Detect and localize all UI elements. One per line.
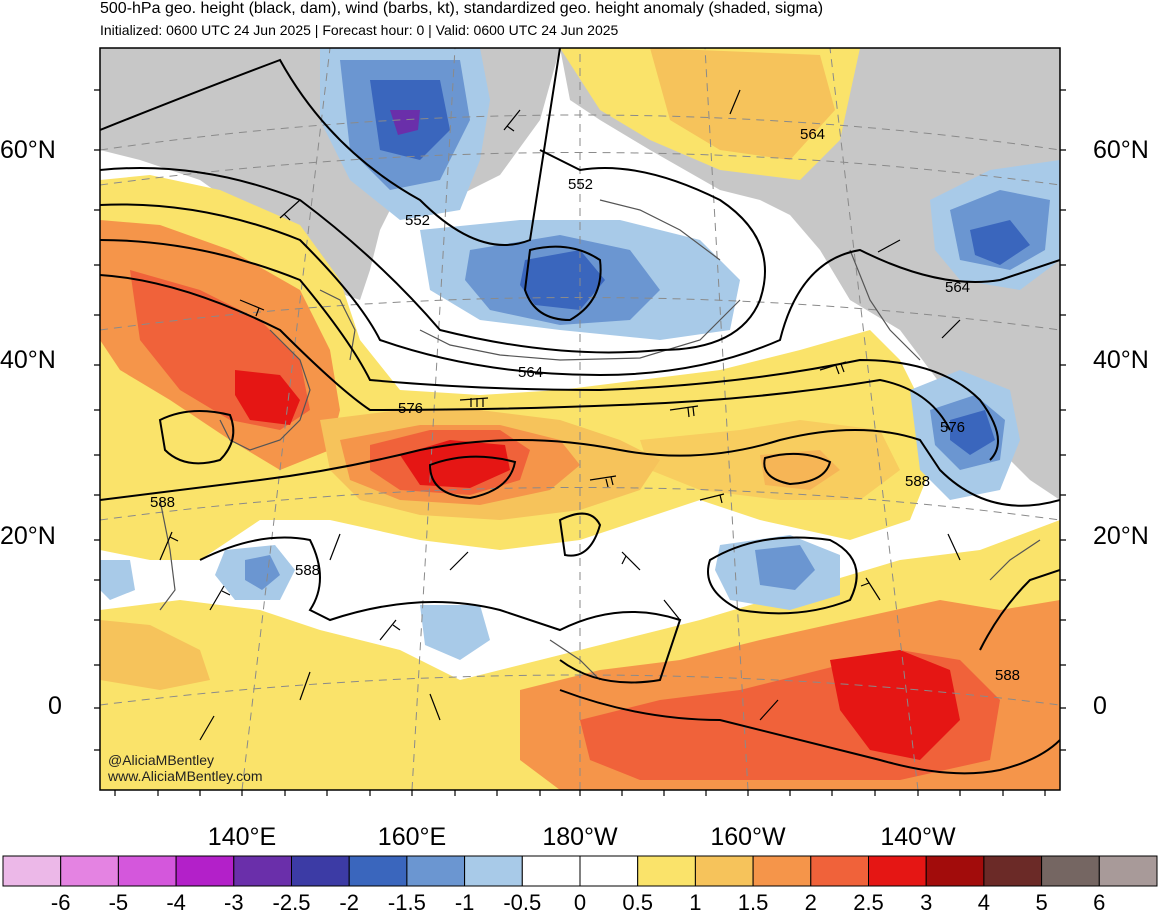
colorbar-swatch [637, 855, 696, 887]
colorbar-swatch [348, 855, 408, 887]
lon-label: 160°W [710, 823, 786, 851]
lat-label-left: 40°N [0, 346, 56, 374]
figure-title: 500-hPa geo. height (black, dam), wind (… [100, 0, 824, 17]
lat-label-left: 0 [48, 692, 62, 720]
colorbar-swatch [579, 855, 639, 887]
lat-label-right: 40°N [1093, 346, 1149, 374]
colorbar-label: 2 [804, 890, 817, 915]
colorbar-swatch [406, 855, 466, 887]
lat-label-right: 60°N [1093, 136, 1149, 164]
colorbar-swatch [521, 855, 581, 887]
height-contours [100, 48, 1060, 775]
lon-label: 180°W [542, 823, 618, 851]
contour-label: 588 [995, 667, 1021, 684]
colorbar-swatch [868, 855, 927, 887]
colorbar-swatch [752, 855, 812, 887]
colorbar-label: -3 [224, 890, 244, 915]
colorbar-swatch [291, 855, 350, 887]
colorbar-label: -1 [454, 890, 475, 915]
colorbar-label: 1.5 [737, 890, 769, 915]
credit-website: www.AliciaMBentley.com [108, 768, 263, 784]
contour-label: 564 [800, 126, 826, 143]
colorbar-label: -2 [339, 890, 359, 915]
lat-label-right: 0 [1093, 692, 1107, 720]
colorbar-swatch [1041, 855, 1100, 887]
colorbar-label: 6 [1093, 890, 1106, 915]
colorbar-swatch [1098, 855, 1158, 887]
colorbar-label: -0.5 [503, 890, 542, 915]
colorbar-swatch [810, 855, 869, 887]
colorbar-label: 0 [573, 890, 587, 915]
colorbar-label: 1 [689, 890, 702, 915]
lon-label: 160°E [377, 823, 447, 851]
colorbar-swatch [233, 855, 293, 887]
colorbar-swatch [117, 855, 177, 887]
anomaly-shading [100, 48, 1060, 790]
contour-label: 564 [518, 364, 544, 381]
contour-label: 588 [905, 473, 931, 490]
contour-label: 552 [568, 176, 594, 193]
credit-handle: @AliciaMBentley [108, 752, 215, 768]
colorbar-swatch [983, 855, 1043, 887]
contour-label: 588 [150, 494, 176, 511]
contour-label: 564 [945, 279, 971, 296]
colorbar-swatch [464, 855, 523, 887]
colorbar-label: 0.5 [622, 890, 653, 915]
map-panel [100, 48, 1060, 790]
graticule [100, 48, 1060, 790]
lat-label-left: 20°N [0, 522, 56, 550]
contour-label: 552 [405, 212, 431, 229]
colorbar-label: 3 [920, 890, 933, 915]
colorbar-label: -6 [50, 890, 71, 915]
colorbar-swatch [60, 855, 119, 887]
colorbar [2, 855, 1158, 887]
colorbar-label: -5 [108, 890, 129, 915]
lon-label: 140°E [207, 823, 277, 851]
colorbar-label: -2.5 [272, 890, 311, 915]
colorbar-swatch [2, 855, 62, 887]
contour-label: 576 [398, 400, 424, 417]
colorbar-swatch [694, 855, 754, 887]
colorbar-label: 2.5 [853, 890, 884, 915]
colorbar-label: 5 [1035, 890, 1048, 915]
colorbar-swatch [925, 855, 985, 887]
lat-label-left: 60°N [0, 136, 56, 164]
figure-subtitle: Initialized: 0600 UTC 24 Jun 2025 | Fore… [100, 22, 619, 38]
colorbar-label: -1.5 [387, 890, 426, 915]
coastlines [159, 199, 1041, 681]
lat-label-right: 20°N [1093, 522, 1149, 550]
colorbar-label: 4 [977, 890, 991, 915]
contour-label: 588 [295, 562, 321, 579]
lon-label: 140°W [880, 823, 956, 851]
colorbar-label: -4 [166, 890, 186, 915]
colorbar-swatch [175, 855, 235, 887]
wind-barbs [159, 89, 961, 741]
tick-marks [94, 89, 1066, 796]
contour-label: 576 [940, 419, 966, 436]
